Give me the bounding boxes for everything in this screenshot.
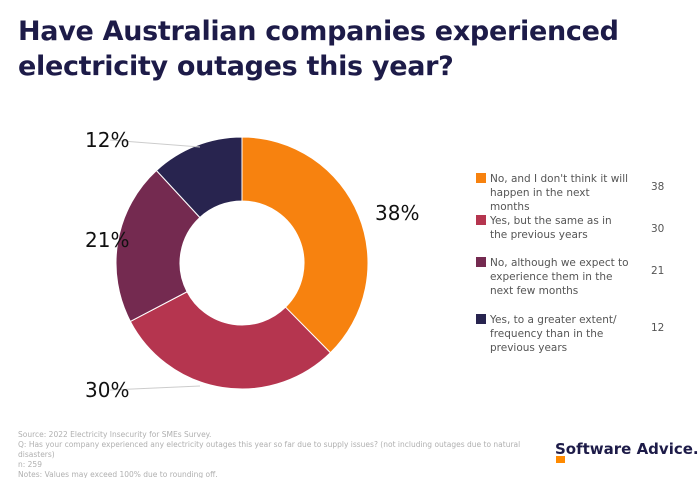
rounding-note: Notes: Values may exceed 100% due to rou… <box>18 470 218 478</box>
legend-value: 12 <box>651 322 665 334</box>
donut-slice <box>115 169 201 323</box>
chart-title: Have Australian companies experienced el… <box>18 16 619 82</box>
legend-value: 38 <box>651 181 665 193</box>
data-label: 21% <box>85 228 129 252</box>
leader-line <box>109 385 201 391</box>
question-note: Q: Has your company experienced any elec… <box>18 440 521 459</box>
legend-value: 30 <box>651 223 665 235</box>
leader-line <box>109 139 201 148</box>
donut-slice <box>129 291 332 390</box>
footer-notes: Source: 2022 Electricity Insecurity for … <box>18 430 528 478</box>
legend-label: Yes, but the same as in the previous yea… <box>490 215 612 241</box>
flag-icon <box>556 456 565 463</box>
software-advice-logo: Software Advice. <box>555 440 700 476</box>
data-label: 38% <box>375 201 419 225</box>
donut-slice <box>241 136 369 354</box>
sample-size-note: n: 259 <box>18 460 42 469</box>
legend-swatch <box>476 257 486 267</box>
legend-label: No, although we expect to experience the… <box>490 257 629 297</box>
legend-swatch <box>476 173 486 183</box>
legend-label: Yes, to a greater extent/ frequency than… <box>490 314 617 354</box>
data-label: 30% <box>85 378 129 402</box>
legend-value: 21 <box>651 265 665 277</box>
legend-label: No, and I don't think it will happen in … <box>490 173 629 213</box>
legend-swatch <box>476 314 486 324</box>
legend-swatch <box>476 215 486 225</box>
source-note: Source: 2022 Electricity Insecurity for … <box>18 430 212 439</box>
data-label: 12% <box>85 128 129 152</box>
donut-slice <box>155 136 243 219</box>
